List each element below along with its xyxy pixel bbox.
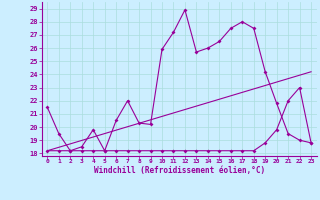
X-axis label: Windchill (Refroidissement éolien,°C): Windchill (Refroidissement éolien,°C) <box>94 166 265 175</box>
